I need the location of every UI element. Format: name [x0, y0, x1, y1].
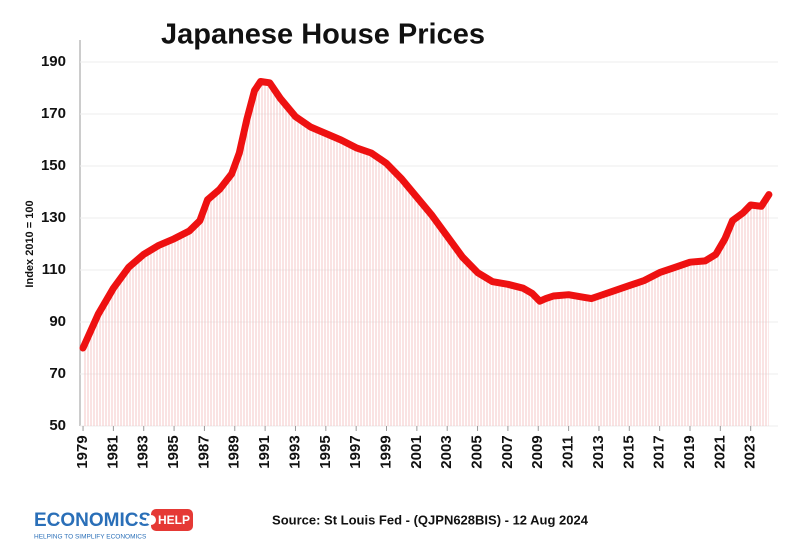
x-tick-label: 1999 — [377, 435, 394, 468]
x-tick-label: 1993 — [286, 435, 303, 468]
x-tick-label: 1985 — [165, 435, 182, 468]
x-tick-label: 2001 — [408, 435, 425, 468]
logo-tagline: HELPING TO SIMPLIFY ECONOMICS — [34, 534, 147, 541]
y-tick-label: 90 — [49, 313, 66, 330]
x-tick-label: 2021 — [711, 435, 728, 468]
x-tick-label: 2011 — [560, 436, 577, 469]
x-tick-label: 1979 — [74, 435, 91, 468]
x-tick-label: 1981 — [104, 435, 121, 468]
area-hatch — [83, 81, 769, 426]
x-tick-label: 2017 — [651, 435, 668, 468]
y-tick-label: 70 — [49, 365, 66, 382]
y-tick-label: 130 — [41, 209, 66, 226]
x-tick-label: 2009 — [529, 435, 546, 468]
logo-dot — [146, 515, 156, 525]
y-tick-label: 190 — [41, 53, 66, 70]
y-tick-label: 150 — [41, 157, 66, 174]
x-tick-label: 1997 — [347, 435, 364, 468]
x-tick-label: 2003 — [438, 435, 455, 468]
y-tick-label: 110 — [42, 261, 66, 278]
x-tick-label: 1991 — [256, 435, 273, 468]
y-axis-label: Index 2010 = 100 — [24, 200, 36, 287]
y-tick-label: 170 — [41, 105, 66, 122]
x-tick-label: 1983 — [135, 435, 152, 468]
x-tick-label: 2005 — [469, 435, 486, 468]
x-tick-label: 1995 — [317, 435, 334, 468]
x-tick-label: 2023 — [742, 435, 759, 468]
line — [79, 78, 773, 352]
x-tick-label: 1989 — [226, 435, 243, 468]
logo-badge: HELP — [158, 513, 190, 527]
source-note: Source: St Louis Fed - (QJPN628BIS) - 12… — [272, 512, 589, 527]
chart-title: Japanese House Prices — [161, 19, 485, 51]
y-tick-label: 50 — [49, 417, 66, 434]
x-tick-label: 2007 — [499, 435, 516, 468]
logo-badge-bg — [151, 509, 193, 531]
logo-main: ECONOMICS — [34, 510, 151, 531]
x-tick-label: 2013 — [590, 435, 607, 468]
x-tick-label: 2015 — [620, 435, 637, 468]
x-tick-label: 1987 — [195, 435, 212, 468]
logo: ECONOMICS HELP HELPING TO SIMPLIFY ECONO… — [34, 509, 193, 541]
x-tick-label: 2019 — [681, 435, 698, 468]
